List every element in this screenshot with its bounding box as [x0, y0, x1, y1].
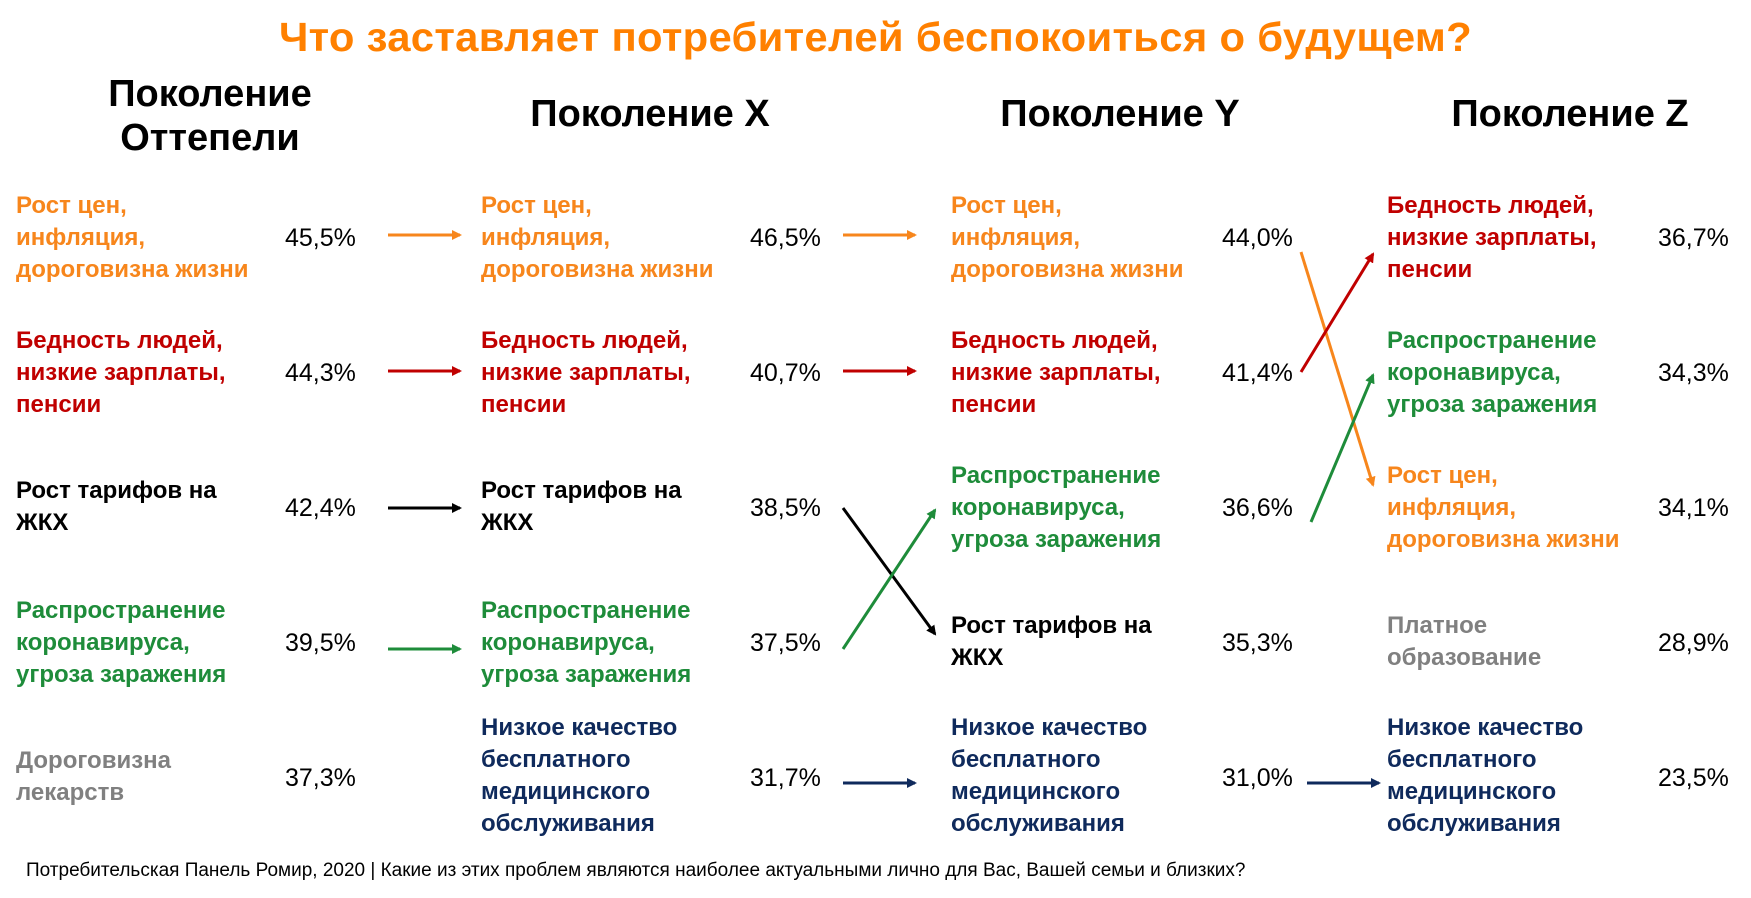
concern-coronavirus: Распространение коронавируса, угроза зараж… — [1387, 327, 1598, 418]
concern-value: 31,0% — [1222, 764, 1293, 792]
concern-value: 34,3% — [1658, 359, 1729, 387]
concern-paid-education: Платное образование — [1387, 612, 1542, 671]
concern-poverty: Бедность людей, низкие зарплаты, пенсии — [1387, 192, 1597, 283]
generation-header-thaw: Поколение Оттепели — [60, 72, 360, 160]
concern-value: 37,3% — [285, 764, 356, 792]
concern-value: 36,7% — [1658, 224, 1729, 252]
concern-medicine-cost: Дороговизна лекарств — [16, 747, 171, 806]
concern-coronavirus: Распространение коронавируса, угроза зараж… — [16, 597, 227, 688]
arrow-poverty-y-z — [1299, 252, 1375, 373]
concern-coronavirus: Распространение коронавируса, угроза зараж… — [481, 597, 692, 688]
generation-header-line: Поколение Y — [1000, 93, 1240, 135]
footer-source-note: Потребительская Панель Ромир, 2020 | Как… — [26, 860, 1246, 881]
concern-value: 28,9% — [1658, 629, 1729, 657]
concern-poverty: Бедность людей, низкие зарплаты, пенсии — [16, 327, 226, 418]
concern-value: 44,0% — [1222, 224, 1293, 252]
page-title: Что заставляет потребителей беспокоиться… — [278, 14, 1473, 60]
concern-value: 36,6% — [1222, 494, 1293, 522]
concern-tariffs: Рост тарифов на ЖКХ — [481, 477, 682, 536]
concern-tariffs: Рост тарифов на ЖКХ — [16, 477, 217, 536]
concern-value: 45,5% — [285, 224, 356, 252]
generation-header-line: Оттепели — [120, 117, 300, 159]
concern-prices: Рост цен, инфляция, дороговизна жизни — [481, 192, 714, 283]
concern-poverty: Бедность людей, низкие зарплаты, пенсии — [481, 327, 691, 418]
concern-value: 34,1% — [1658, 494, 1729, 522]
generation-header-x: Поколение X — [480, 92, 820, 136]
concern-value: 44,3% — [285, 359, 356, 387]
arrow-prices-y-z — [1299, 251, 1376, 487]
concern-prices: Рост цен, инфляция, дороговизна жизни — [951, 192, 1184, 283]
generation-header-line: Поколение X — [530, 93, 770, 135]
concern-value: 41,4% — [1222, 359, 1293, 387]
concern-coronavirus: Распространение коронавируса, угроза зараж… — [951, 462, 1162, 553]
generation-header-line: Поколение Z — [1451, 93, 1689, 135]
generation-header-z: Поколение Z — [1400, 92, 1740, 136]
concern-medical-quality: Низкое качество бесплатного медицинского об… — [481, 714, 678, 837]
arrow-corona-x-y — [841, 508, 937, 650]
concern-medical-quality: Низкое качество бесплатного медицинского об… — [1387, 714, 1584, 837]
concern-value: 39,5% — [285, 629, 356, 657]
concern-value: 35,3% — [1222, 629, 1293, 657]
concern-value: 23,5% — [1658, 764, 1729, 792]
arrow-corona-y-z — [1309, 373, 1375, 523]
concern-medical-quality: Низкое качество бесплатного медицинского об… — [951, 714, 1148, 837]
concern-value: 37,5% — [750, 629, 821, 657]
concern-prices: Рост цен, инфляция, дороговизна жизни — [16, 192, 249, 283]
concern-value: 42,4% — [285, 494, 356, 522]
concern-prices: Рост цен, инфляция, дороговизна жизни — [1387, 462, 1620, 553]
concern-value: 38,5% — [750, 494, 821, 522]
concern-value: 46,5% — [750, 224, 821, 252]
generation-header-y: Поколение Y — [950, 92, 1290, 136]
concern-value: 31,7% — [750, 764, 821, 792]
concern-value: 40,7% — [750, 359, 821, 387]
arrow-tariffs-x-y — [841, 507, 937, 636]
concern-poverty: Бедность людей, низкие зарплаты, пенсии — [951, 327, 1161, 418]
concern-tariffs: Рост тарифов на ЖКХ — [951, 612, 1152, 671]
generation-header-line: Поколение — [108, 73, 312, 115]
